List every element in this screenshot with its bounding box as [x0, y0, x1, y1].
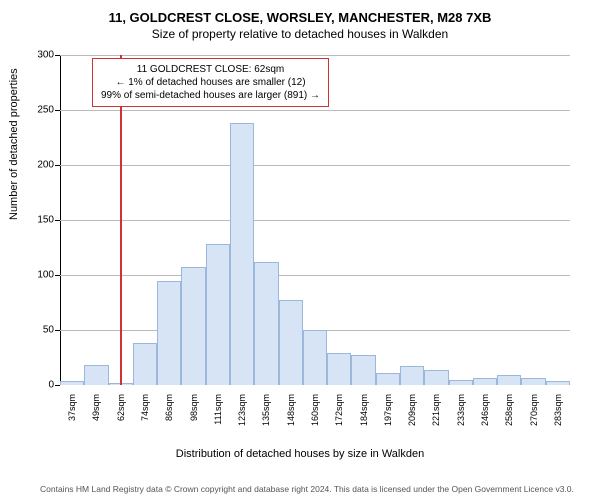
histogram-bar: [206, 244, 230, 385]
info-line-2: ← 1% of detached houses are smaller (12): [101, 76, 320, 89]
y-tick-label: 150: [24, 215, 54, 226]
histogram-bar: [351, 355, 375, 385]
histogram-bar: [84, 365, 108, 385]
histogram-bar: [254, 262, 278, 385]
footer-text: Contains HM Land Registry data © Crown c…: [40, 484, 574, 494]
x-tick-label: 74sqm: [140, 394, 150, 444]
grid-line: [60, 220, 570, 221]
x-tick-label: 184sqm: [359, 394, 369, 444]
histogram-bar: [279, 300, 303, 385]
grid-line: [60, 275, 570, 276]
histogram-bar: [473, 378, 497, 385]
x-axis-title: Distribution of detached houses by size …: [0, 448, 600, 460]
histogram-bar: [400, 366, 424, 385]
x-tick-label: 62sqm: [116, 394, 126, 444]
x-tick-label: 160sqm: [310, 394, 320, 444]
x-tick-label: 148sqm: [286, 394, 296, 444]
y-tick: [55, 385, 60, 386]
info-line-1: 11 GOLDCREST CLOSE: 62sqm: [101, 63, 320, 76]
x-tick-label: 123sqm: [237, 394, 247, 444]
histogram-bar: [449, 380, 473, 386]
histogram-bar: [230, 123, 254, 385]
x-tick-label: 258sqm: [504, 394, 514, 444]
x-tick-label: 135sqm: [261, 394, 271, 444]
y-tick-label: 200: [24, 160, 54, 171]
grid-line: [60, 165, 570, 166]
grid-line: [60, 55, 570, 56]
x-tick-label: 270sqm: [529, 394, 539, 444]
histogram-bar: [424, 370, 448, 385]
x-tick-label: 283sqm: [553, 394, 563, 444]
chart-area: 05010015020025030037sqm49sqm62sqm74sqm86…: [60, 55, 570, 410]
y-tick-label: 300: [24, 50, 54, 61]
histogram-bar: [376, 373, 400, 385]
x-tick-label: 172sqm: [334, 394, 344, 444]
chart-container: 11, GOLDCREST CLOSE, WORSLEY, MANCHESTER…: [0, 0, 600, 500]
x-tick-label: 197sqm: [383, 394, 393, 444]
x-tick-label: 111sqm: [213, 394, 223, 444]
histogram-bar: [157, 281, 181, 386]
histogram-bar: [60, 381, 84, 385]
info-line-3: 99% of semi-detached houses are larger (…: [101, 89, 320, 102]
y-tick-label: 250: [24, 105, 54, 116]
chart-title: 11, GOLDCREST CLOSE, WORSLEY, MANCHESTER…: [0, 0, 600, 25]
x-tick-label: 49sqm: [91, 394, 101, 444]
grid-line: [60, 110, 570, 111]
x-tick-label: 233sqm: [456, 394, 466, 444]
histogram-bar: [133, 343, 157, 385]
histogram-bar: [546, 381, 570, 385]
x-tick-label: 86sqm: [164, 394, 174, 444]
y-tick-label: 100: [24, 270, 54, 281]
histogram-bar: [303, 330, 327, 385]
info-box: 11 GOLDCREST CLOSE: 62sqm ← 1% of detach…: [92, 58, 329, 107]
x-tick-label: 221sqm: [431, 394, 441, 444]
histogram-bar: [327, 353, 351, 385]
x-tick-label: 37sqm: [67, 394, 77, 444]
chart-subtitle: Size of property relative to detached ho…: [0, 25, 600, 41]
x-tick-label: 246sqm: [480, 394, 490, 444]
histogram-bar: [521, 378, 545, 385]
y-axis-title: Number of detached properties: [8, 68, 20, 220]
histogram-bar: [181, 267, 205, 385]
x-tick-label: 209sqm: [407, 394, 417, 444]
y-tick-label: 50: [24, 325, 54, 336]
x-tick-label: 98sqm: [189, 394, 199, 444]
histogram-bar: [497, 375, 521, 385]
y-tick-label: 0: [24, 380, 54, 391]
